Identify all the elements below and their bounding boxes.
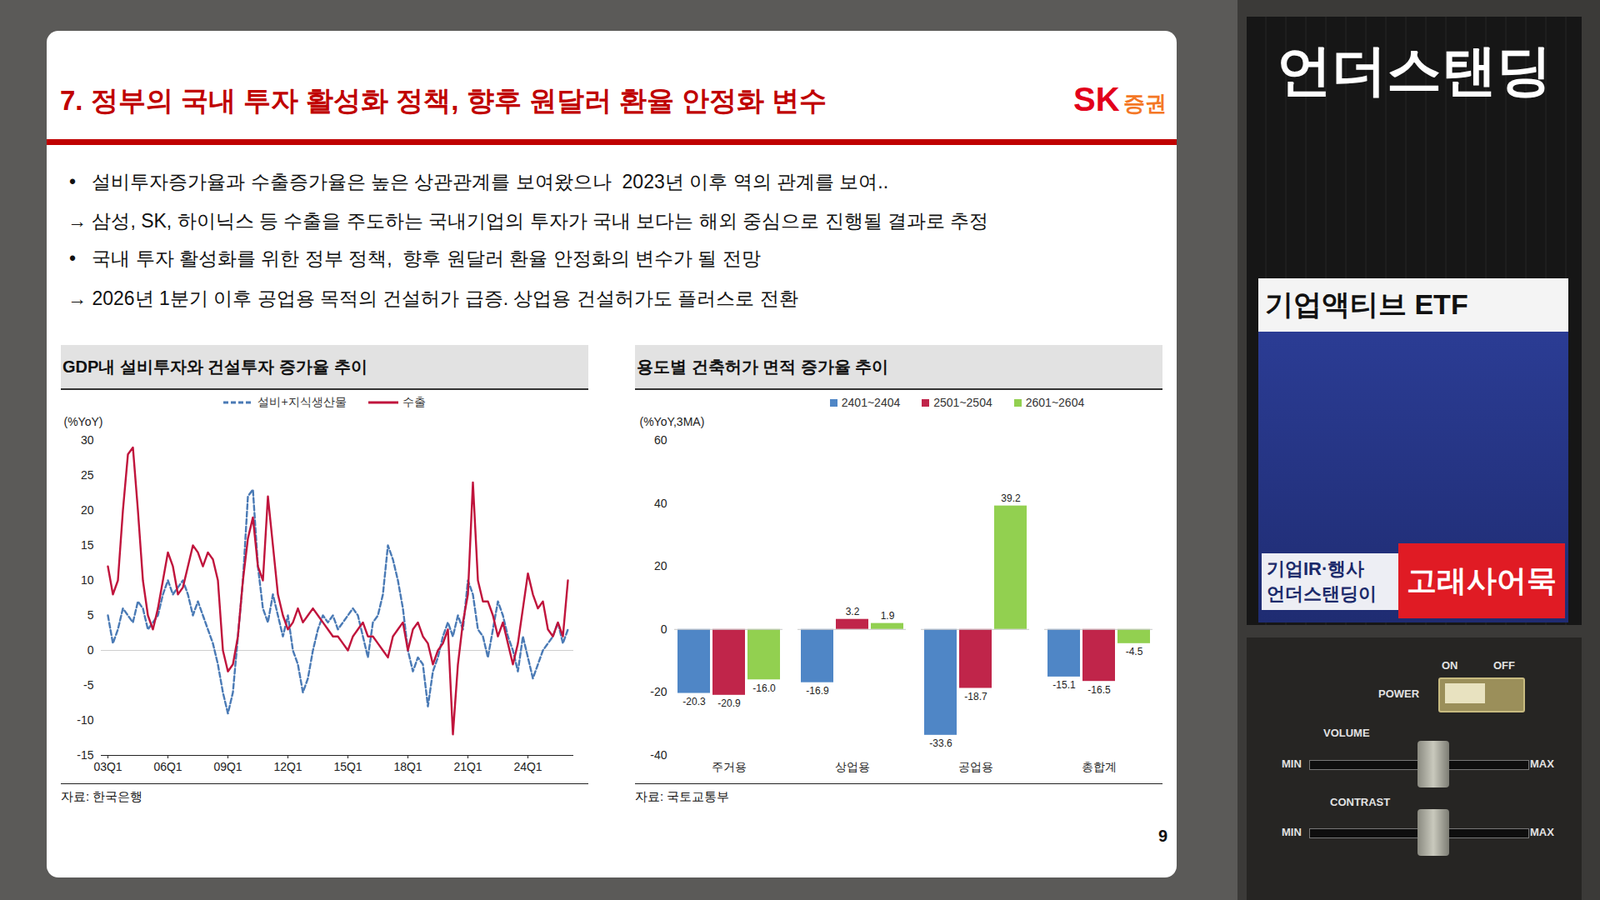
html-text:설비+지식생산물: 설비+지식생산물 — [257, 395, 347, 409]
html-text:POWER: POWER — [1378, 687, 1420, 700]
svg-text:10: 10 — [80, 573, 95, 587]
svg-text:39.2: 39.2 — [1000, 492, 1021, 505]
html-text:기업IR·행사: 기업IR·행사 — [1266, 558, 1365, 580]
svg-text:-16.0: -16.0 — [752, 682, 776, 695]
html-text:→ 삼성, SK, 하이닉스 등 수출을 주도하는 국내기업: → 삼성, SK, 하이닉스 등 수출을 주도하는 국내기업의 투자가 국내 보… — [67, 210, 989, 232]
svg-text:-5: -5 — [83, 678, 95, 692]
html-text:MAX: MAX — [1530, 757, 1555, 770]
svg-text:09Q1: 09Q1 — [213, 760, 242, 774]
svg-text:25: 25 — [80, 468, 95, 482]
html-text:• 설비투자증가율과 수출증가율은 높은 상관관계를 보여왔: • 설비투자증가율과 수출증가율은 높은 상관관계를 보여왔으나 2023년 이… — [69, 170, 889, 193]
svg-text:(%YoY): (%YoY) — [64, 415, 104, 429]
svg-text:21Q1: 21Q1 — [453, 760, 482, 774]
html-text:용도별 건축허가 면적 증가율 추이: 용도별 건축허가 면적 증가율 추이 — [636, 357, 889, 376]
svg-text:40: 40 — [654, 496, 668, 510]
svg-text:-16.5: -16.5 — [1087, 684, 1111, 696]
html-text:GDP내 설비투자와 건설투자 증가율 추이: GDP내 설비투자와 건설투자 증가율 추이 — [62, 357, 368, 376]
svg-text:상업용: 상업용 — [835, 760, 870, 774]
svg-text:24Q1: 24Q1 — [513, 760, 542, 774]
html-text:ON: ON — [1441, 659, 1458, 672]
svg-text:12Q1: 12Q1 — [273, 760, 302, 774]
html-text:→ 2026년 1분기 이후 공업용 목적의 건설허가 급증: → 2026년 1분기 이후 공업용 목적의 건설허가 급증. 상업용 건설허가… — [67, 287, 798, 310]
svg-text:-15.1: -15.1 — [1052, 679, 1076, 691]
html-text:수출: 수출 — [402, 395, 426, 409]
html-text:2501~2504: 2501~2504 — [933, 395, 993, 410]
svg-text:0: 0 — [660, 622, 668, 636]
html-text:고래사어묵: 고래사어묵 — [1406, 562, 1557, 598]
svg-text:-20.9: -20.9 — [717, 697, 741, 710]
svg-text:공업용: 공업용 — [958, 760, 994, 774]
html-text:2601~2604: 2601~2604 — [1025, 395, 1085, 410]
svg-text:60: 60 — [654, 433, 668, 447]
svg-text:-40: -40 — [650, 748, 667, 762]
svg-text:1.9: 1.9 — [880, 610, 895, 622]
svg-text:총합계: 총합계 — [1081, 760, 1117, 774]
svg-text:15Q1: 15Q1 — [333, 760, 362, 774]
svg-text:(%YoY,3MA): (%YoY,3MA) — [640, 415, 705, 429]
svg-text:-18.7: -18.7 — [964, 690, 988, 703]
html-text:SK증권: SK증권 — [1073, 80, 1167, 118]
svg-text:-20: -20 — [650, 685, 667, 699]
svg-text:-10: -10 — [76, 713, 94, 727]
html-text:2401~2404: 2401~2404 — [841, 395, 901, 410]
svg-text:-15: -15 — [76, 748, 94, 762]
svg-text:-16.9: -16.9 — [805, 685, 830, 697]
html-text:MAX: MAX — [1530, 825, 1555, 839]
html-text:기업액티브 ETF: 기업액티브 ETF — [1265, 288, 1469, 320]
html-text:언더스탠딩이: 언더스탠딩이 — [1266, 583, 1377, 605]
html-text:9: 9 — [1158, 826, 1168, 845]
svg-text:03Q1: 03Q1 — [93, 760, 122, 774]
svg-text:3.2: 3.2 — [845, 605, 860, 618]
html-text:자료: 한국은행: 자료: 한국은행 — [60, 789, 143, 804]
svg-text:-33.6: -33.6 — [929, 737, 953, 750]
html-text:• 국내 투자 활성화를 위한 정부 정책, 향후 원달러: • 국내 투자 활성화를 위한 정부 정책, 향후 원달러 환율 안정화의 변수… — [69, 247, 761, 270]
svg-text:20: 20 — [80, 503, 95, 517]
svg-text:15: 15 — [80, 538, 95, 552]
svg-text:-20.3: -20.3 — [682, 695, 706, 708]
html-text:MIN: MIN — [1281, 757, 1302, 770]
svg-text:-4.5: -4.5 — [1125, 645, 1144, 658]
html-text:CONTRAST: CONTRAST — [1330, 795, 1391, 809]
svg-text:06Q1: 06Q1 — [153, 760, 182, 774]
html-text:7. 정부의 국내 투자 활성화 정책, 향후 원달러 환율: 7. 정부의 국내 투자 활성화 정책, 향후 원달러 환율 안정화 변수 — [60, 85, 827, 116]
html-text:OFF: OFF — [1493, 659, 1515, 672]
svg-text:18Q1: 18Q1 — [393, 760, 422, 774]
html-text:자료: 국토교통부: 자료: 국토교통부 — [635, 789, 730, 804]
svg-text:5: 5 — [87, 608, 95, 622]
svg-text:0: 0 — [87, 643, 95, 657]
svg-text:30: 30 — [80, 433, 95, 447]
html-text:VOLUME: VOLUME — [1323, 726, 1370, 740]
svg-text:20: 20 — [654, 559, 668, 573]
html-text:언더스탠딩: 언더스탠딩 — [1276, 39, 1552, 101]
svg-text:주거용: 주거용 — [711, 760, 747, 774]
html-text:MIN: MIN — [1281, 825, 1302, 839]
